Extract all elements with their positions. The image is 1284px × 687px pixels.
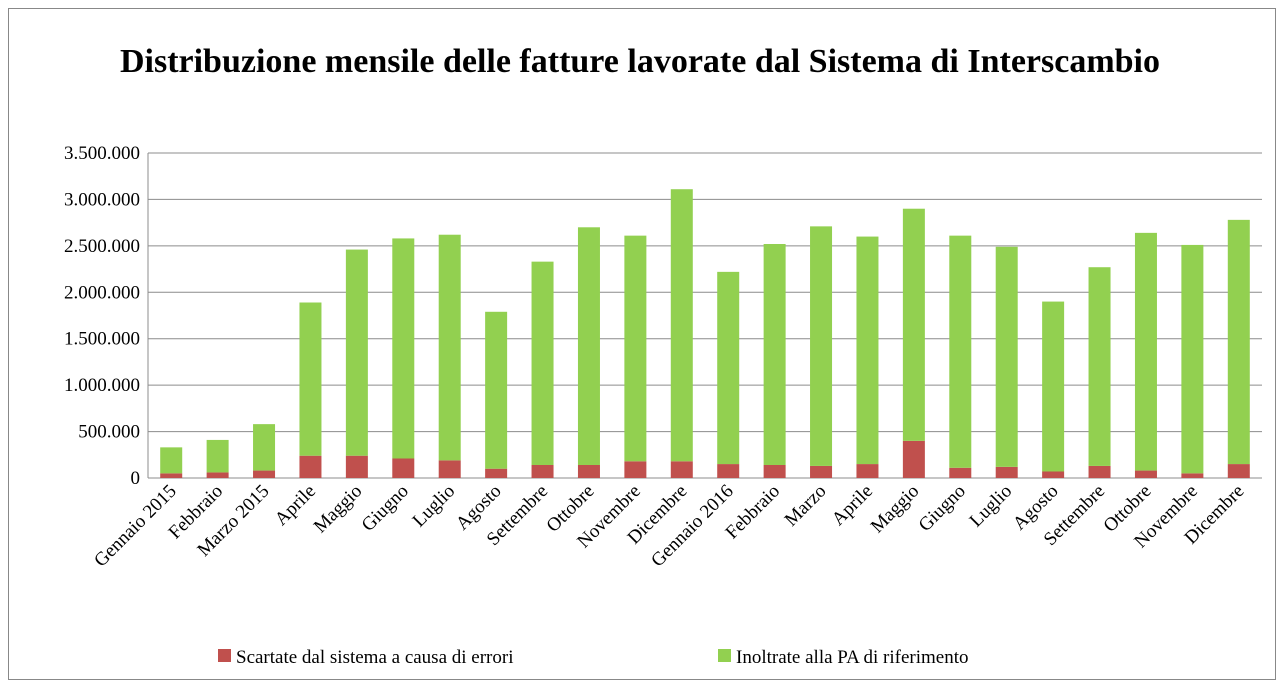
bar-segment <box>763 465 786 478</box>
y-tick-label: 1.000.000 <box>64 375 140 396</box>
bar-segment <box>1134 232 1157 471</box>
bar-segment <box>1181 244 1204 474</box>
bar-segment <box>392 458 415 478</box>
bar-segment <box>810 465 833 478</box>
bar-segment <box>1042 471 1065 478</box>
bar-segment <box>902 208 925 441</box>
y-tick-label: 1.500.000 <box>64 329 140 350</box>
chart-frame <box>8 8 1276 680</box>
bar-segment <box>299 455 322 478</box>
bar-segment <box>670 189 693 462</box>
bar-segment <box>856 236 879 465</box>
y-tick-label: 2.000.000 <box>64 282 140 303</box>
bar-segment <box>624 235 647 462</box>
bar-segment <box>995 466 1018 478</box>
bar-segment <box>1088 465 1111 478</box>
x-tick-label: Luglio <box>966 481 1017 532</box>
y-tick-label: 500.000 <box>78 422 140 443</box>
bar-segment <box>1134 470 1157 478</box>
legend-swatch <box>718 649 731 662</box>
bar-segment <box>206 472 229 478</box>
bar-segment <box>624 461 647 478</box>
legend-label: Scartate dal sistema a causa di errori <box>236 647 514 668</box>
bar-segment <box>577 227 600 465</box>
y-tick-label: 3.500.000 <box>64 143 140 164</box>
x-tick-label: Giugno <box>358 481 413 536</box>
bar-segment <box>345 249 368 456</box>
bar-segment <box>438 460 461 478</box>
bar-segment <box>438 234 461 461</box>
legend-label: Inoltrate alla PA di riferimento <box>736 647 969 668</box>
bar-segment <box>717 271 740 465</box>
x-tick-label: Giugno <box>915 481 970 536</box>
bar-segment <box>299 302 322 456</box>
bar-segment <box>577 465 600 478</box>
x-tick-label: Maggio <box>310 481 367 538</box>
x-tick-label: Marzo <box>781 481 831 531</box>
bar-segment <box>160 473 183 478</box>
bar-segment <box>902 440 925 478</box>
bar-segment <box>995 246 1018 467</box>
bar-segment <box>763 244 786 465</box>
y-tick-label: 3.000.000 <box>64 189 140 210</box>
bar-segment <box>717 464 740 478</box>
y-tick-label: 0 <box>131 468 141 489</box>
bar-segment <box>392 238 415 459</box>
bar-segment <box>531 261 554 465</box>
bar-segment <box>160 447 183 474</box>
bar-segment <box>856 464 879 478</box>
x-tick-label: Maggio <box>867 481 924 538</box>
bar-segment <box>949 467 972 478</box>
bar-segment <box>1088 267 1111 466</box>
legend-swatch <box>218 649 231 662</box>
bar-segment <box>253 470 276 478</box>
bar-segment <box>810 226 833 466</box>
bar-segment <box>531 465 554 478</box>
bar-segment <box>1042 301 1065 472</box>
bar-segment <box>206 439 229 473</box>
bar-segment <box>253 424 276 471</box>
chart-title: Distribuzione mensile delle fatture lavo… <box>119 43 1161 80</box>
bar-segment <box>345 455 368 478</box>
bar-segment <box>485 468 508 478</box>
bar-segment <box>1227 464 1250 478</box>
bar-segment <box>1181 473 1204 478</box>
x-tick-label: Luglio <box>409 481 460 532</box>
bar-segment <box>949 235 972 468</box>
bar-segment <box>485 311 508 469</box>
y-tick-label: 2.500.000 <box>64 236 140 257</box>
bar-segment <box>670 461 693 478</box>
bar-segment <box>1227 219 1250 465</box>
